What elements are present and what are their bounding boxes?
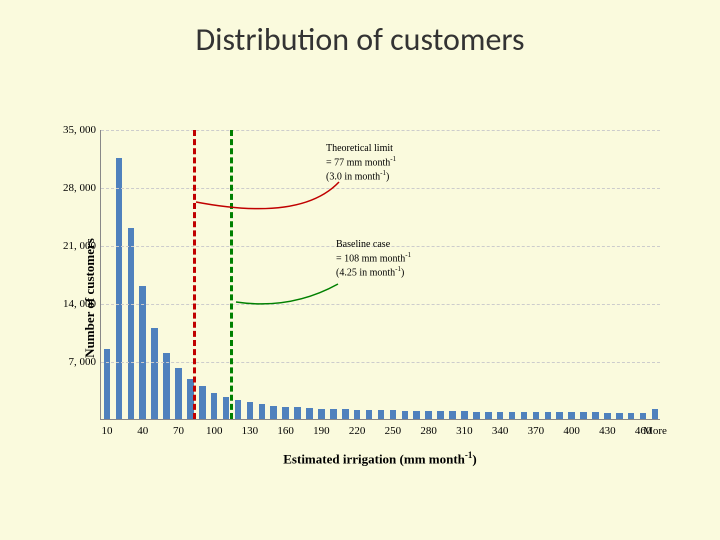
histogram-bar bbox=[461, 411, 468, 419]
histogram-bar bbox=[425, 411, 432, 419]
histogram-bar bbox=[342, 409, 349, 419]
y-tick-label: 28, 000 bbox=[46, 182, 96, 194]
annotation-text: Theoretical limit= 77 mm month-1(3.0 in … bbox=[326, 142, 396, 184]
x-tick-label: 370 bbox=[528, 425, 545, 437]
x-tick-label: 160 bbox=[277, 425, 294, 437]
y-tick-label: 21, 000 bbox=[46, 240, 96, 252]
x-tick-label: 10 bbox=[101, 425, 112, 437]
histogram-bar bbox=[545, 412, 552, 419]
histogram-bar bbox=[485, 412, 492, 419]
x-tick-label: 40 bbox=[137, 425, 148, 437]
histogram-bar bbox=[259, 404, 266, 419]
histogram-bar bbox=[592, 412, 599, 419]
gridline bbox=[101, 130, 660, 131]
histogram-bar bbox=[437, 411, 444, 419]
histogram-bar bbox=[616, 413, 623, 419]
histogram-bar bbox=[139, 286, 146, 419]
x-tick-label: 220 bbox=[349, 425, 366, 437]
histogram-bar bbox=[628, 413, 635, 419]
histogram-bar bbox=[223, 397, 230, 419]
histogram-bar bbox=[568, 412, 575, 419]
x-tick-label: 400 bbox=[563, 425, 580, 437]
histogram-bar bbox=[378, 410, 385, 419]
histogram-bar bbox=[413, 411, 420, 419]
x-tick-label: 280 bbox=[420, 425, 437, 437]
reference-line bbox=[193, 130, 196, 419]
histogram-bar bbox=[521, 412, 528, 419]
histogram-bar bbox=[449, 411, 456, 419]
histogram-bar bbox=[640, 413, 647, 419]
histogram-bar bbox=[497, 412, 504, 419]
gridline bbox=[101, 188, 660, 189]
chart-container: Number of customers 7, 00014, 00021, 000… bbox=[100, 130, 680, 465]
x-tick-label: 430 bbox=[599, 425, 616, 437]
histogram-bar bbox=[294, 407, 301, 419]
histogram-bar bbox=[247, 402, 254, 419]
page-title: Distribution of customers bbox=[0, 0, 720, 59]
histogram-bar bbox=[116, 158, 123, 419]
histogram-bar bbox=[270, 406, 277, 419]
histogram-bar bbox=[151, 328, 158, 419]
x-tick-label: 130 bbox=[242, 425, 259, 437]
histogram-bar bbox=[318, 409, 325, 419]
plot-area: 7, 00014, 00021, 00028, 00035, 000104070… bbox=[100, 130, 660, 420]
histogram-bar bbox=[652, 409, 659, 419]
histogram-bar bbox=[390, 410, 397, 419]
x-axis-label: Estimated irrigation (mm month-1) bbox=[100, 450, 660, 467]
histogram-bar bbox=[402, 411, 409, 419]
y-tick-label: 14, 000 bbox=[46, 298, 96, 310]
histogram-bar bbox=[175, 368, 182, 419]
histogram-bar bbox=[509, 412, 516, 419]
histogram-bar bbox=[354, 410, 361, 419]
histogram-bar bbox=[533, 412, 540, 419]
histogram-bar bbox=[211, 393, 218, 420]
histogram-bar bbox=[282, 407, 289, 419]
histogram-bar bbox=[556, 412, 563, 419]
annotation-text: Baseline case= 108 mm month-1(4.25 in mo… bbox=[336, 238, 411, 280]
histogram-bar bbox=[199, 386, 206, 419]
reference-line bbox=[230, 130, 233, 419]
y-tick-label: 35, 000 bbox=[46, 124, 96, 136]
gridline bbox=[101, 362, 660, 363]
x-tick-label: More bbox=[643, 425, 667, 437]
x-tick-label: 340 bbox=[492, 425, 509, 437]
x-tick-label: 250 bbox=[385, 425, 402, 437]
histogram-bar bbox=[580, 412, 587, 419]
histogram-bar bbox=[306, 408, 313, 419]
x-tick-label: 100 bbox=[206, 425, 223, 437]
y-tick-label: 7, 000 bbox=[46, 356, 96, 368]
histogram-bar bbox=[235, 400, 242, 419]
x-tick-label: 310 bbox=[456, 425, 473, 437]
histogram-bar bbox=[366, 410, 373, 419]
gridline bbox=[101, 304, 660, 305]
histogram-bar bbox=[104, 349, 111, 419]
x-tick-label: 70 bbox=[173, 425, 184, 437]
histogram-bar bbox=[604, 413, 611, 419]
histogram-bar bbox=[128, 228, 135, 419]
x-tick-label: 190 bbox=[313, 425, 330, 437]
histogram-bar bbox=[473, 412, 480, 419]
histogram-bar bbox=[330, 409, 337, 419]
